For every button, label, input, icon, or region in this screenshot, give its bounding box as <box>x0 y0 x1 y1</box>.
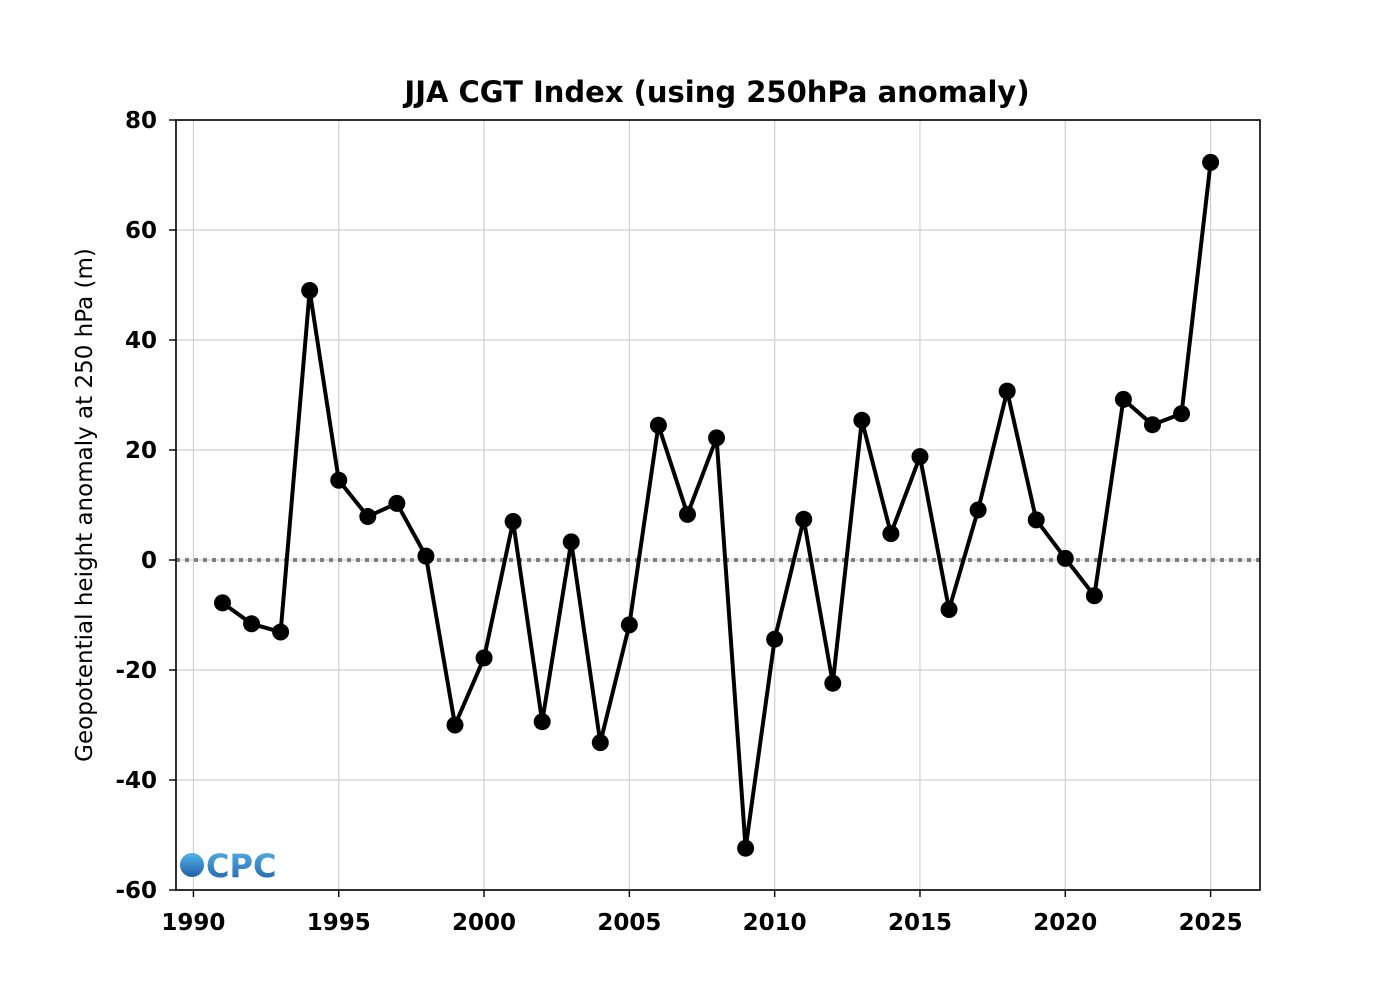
data-point <box>475 649 493 667</box>
data-point <box>1173 405 1191 423</box>
logo-text: CPC <box>206 847 276 885</box>
data-point <box>1027 511 1045 529</box>
data-point <box>272 623 290 641</box>
data-point <box>737 839 755 857</box>
data-point <box>795 510 813 528</box>
y-tick-label: 40 <box>125 328 157 354</box>
data-point <box>1056 549 1074 567</box>
data-point <box>330 471 348 489</box>
x-tick-label: 2005 <box>597 910 661 936</box>
x-tick-label: 1995 <box>307 910 371 936</box>
data-point <box>678 505 696 523</box>
x-axis-ticks: 1990 1995 2000 2005 2010 2015 2020 2025 <box>161 890 1243 936</box>
data-point <box>504 513 522 530</box>
data-point <box>708 429 726 447</box>
y-axis-ticks: -60 -40 -20 0 20 40 60 80 <box>115 108 176 904</box>
x-tick-label: 1990 <box>161 910 225 936</box>
data-point <box>591 734 609 752</box>
data-point <box>766 630 784 648</box>
x-tick-label: 2025 <box>1179 910 1243 936</box>
data-point <box>562 533 580 551</box>
data-point <box>1143 416 1161 434</box>
data-point <box>417 547 435 565</box>
data-point <box>1202 153 1220 171</box>
data-point <box>243 615 261 633</box>
y-tick-label: 20 <box>125 438 157 464</box>
data-point <box>388 494 406 512</box>
data-point <box>911 448 929 466</box>
data-point <box>301 282 319 299</box>
logo-globe-icon <box>180 853 204 877</box>
y-tick-label: -40 <box>115 768 157 794</box>
data-point <box>998 382 1016 400</box>
x-tick-label: 2000 <box>452 910 516 936</box>
series-line <box>221 162 1213 851</box>
y-tick-label: -60 <box>115 878 157 904</box>
plot-frame <box>175 119 1261 891</box>
series-layer <box>213 153 1220 857</box>
y-axis-label: Geopotential height anomaly at 250 hPa (… <box>72 248 98 762</box>
chart-title: JJA CGT Index (using 250hPa anomaly) <box>402 75 1029 109</box>
data-point <box>882 525 900 543</box>
data-point <box>533 713 551 731</box>
x-tick-label: 2010 <box>743 910 807 936</box>
x-tick-label: 2015 <box>888 910 952 936</box>
x-tick-label: 2020 <box>1033 910 1097 936</box>
data-point <box>446 716 464 734</box>
data-point <box>940 601 958 618</box>
y-tick-label: 60 <box>125 218 157 244</box>
data-point <box>649 416 667 434</box>
data-point <box>824 674 842 692</box>
data-point <box>359 508 377 526</box>
data-point <box>1085 587 1103 605</box>
cpc-logo: CPC <box>180 847 276 885</box>
y-tick-label: 80 <box>125 108 157 134</box>
data-point <box>620 616 638 634</box>
y-tick-label: 0 <box>141 548 157 574</box>
grid-lines <box>176 119 1260 891</box>
data-point <box>969 501 987 519</box>
data-point <box>1114 390 1132 408</box>
data-point <box>213 594 231 612</box>
data-point <box>853 411 871 429</box>
y-tick-label: -20 <box>115 658 157 684</box>
